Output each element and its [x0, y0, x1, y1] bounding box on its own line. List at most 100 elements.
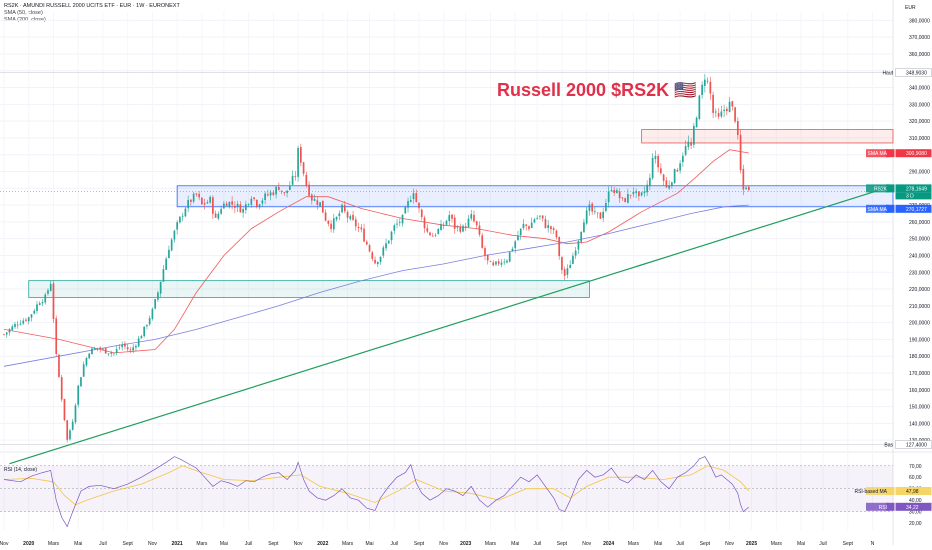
candle-body	[643, 191, 646, 194]
candle-body	[258, 204, 261, 208]
time-tick-label: Mars	[48, 541, 60, 547]
time-tick-label: Nov	[439, 541, 448, 547]
candle-body	[418, 202, 420, 209]
candle-body	[27, 317, 30, 322]
candle-body	[635, 191, 637, 193]
candle-body	[481, 235, 484, 248]
time-tick-label: Nov	[0, 541, 9, 547]
candle-body	[453, 217, 456, 229]
candle-body	[8, 329, 11, 333]
price-tag-value: 278,1649	[906, 186, 927, 192]
rsi-tag-name: RSI	[879, 505, 887, 511]
candles	[3, 74, 750, 443]
tag-name-bg	[886, 149, 895, 158]
candle-body	[275, 186, 277, 195]
candle-body	[728, 101, 731, 113]
candle-body	[646, 184, 648, 193]
candle-body	[256, 199, 258, 207]
candle-body	[566, 268, 569, 275]
sma50-legend[interactable]: SMA (50, close)	[4, 10, 43, 16]
price-tick-label: 320,0000	[909, 119, 930, 125]
sma200-tag-name: SMA MA	[868, 207, 888, 213]
rsi-tick-label: 30,00	[909, 510, 922, 516]
candle-body	[11, 326, 14, 330]
candle-body	[690, 142, 692, 146]
candle-body	[712, 94, 714, 113]
candle-body	[247, 204, 250, 206]
candle-body	[580, 231, 583, 242]
candle-body	[588, 204, 591, 211]
candle-body	[610, 190, 613, 191]
chart-title: RS2K · AMUNDI RUSSELL 2000 UCITS ETF · E…	[4, 3, 180, 9]
time-tick-label: Nov	[582, 541, 591, 547]
candle-body	[22, 320, 25, 324]
price-tick-label: 360,0000	[909, 52, 930, 58]
candle-body	[74, 405, 77, 423]
candle-body	[731, 101, 734, 107]
candle-body	[561, 257, 563, 270]
candle-body	[459, 226, 462, 232]
candle-body	[266, 194, 269, 196]
candle-body	[569, 264, 572, 269]
candle-body	[349, 216, 352, 220]
candle-body	[393, 225, 396, 231]
time-tick-label: 2025	[746, 541, 757, 547]
candle-body	[286, 190, 288, 194]
candle-body	[71, 421, 74, 430]
candle-body	[723, 109, 725, 112]
time-tick-label: Mai	[797, 541, 805, 547]
candle-body	[456, 226, 459, 228]
candle-body	[654, 156, 657, 159]
candle-body	[93, 348, 96, 350]
candle-body	[475, 221, 478, 226]
candle-body	[201, 197, 203, 205]
price-tick-label: 210,0000	[909, 304, 930, 310]
candle-body	[725, 108, 728, 112]
candle-body	[497, 261, 500, 264]
price-tick-label: 170,0000	[909, 371, 930, 377]
candle-body	[124, 343, 126, 347]
candle-body	[431, 235, 434, 237]
candle-body	[714, 111, 717, 113]
candle-body	[132, 347, 135, 351]
candle-body	[214, 213, 217, 218]
candle-body	[668, 185, 670, 189]
candle-body	[676, 169, 679, 172]
price-tick-label: 340,0000	[909, 86, 930, 92]
time-tick-label: 2022	[317, 541, 328, 547]
time-tick-label: Mai	[220, 541, 228, 547]
candle-body	[467, 218, 470, 227]
candle-body	[618, 191, 621, 199]
candle-body	[682, 155, 684, 163]
candle-body	[621, 197, 624, 199]
candle-body	[294, 176, 297, 178]
candle-body	[137, 338, 140, 347]
candle-body	[288, 185, 291, 190]
candle-body	[190, 199, 192, 202]
candle-body	[558, 237, 561, 257]
candle-body	[25, 319, 27, 321]
rsi-ma-tag-name: RSI-based MA	[854, 489, 887, 495]
candle-body	[552, 228, 555, 230]
candle-body	[80, 377, 82, 387]
rsi-tick-label: 20,00	[909, 521, 922, 527]
candle-body	[30, 314, 33, 318]
candle-body	[448, 215, 451, 221]
candle-body	[33, 310, 36, 314]
candle-body	[665, 180, 668, 188]
rsi-legend[interactable]: RSI (14, close)	[4, 467, 37, 473]
candle-body	[451, 214, 453, 219]
candle-body	[220, 208, 222, 214]
candle-body	[736, 121, 739, 136]
candle-body	[154, 299, 157, 309]
candle-body	[223, 203, 225, 209]
candle-body	[572, 255, 574, 264]
candle-body	[14, 323, 16, 328]
time-tick-label: 2023	[460, 541, 471, 547]
candle-body	[404, 207, 407, 214]
price-tick-label: 230,0000	[909, 270, 930, 276]
time-tick-label: Sept	[123, 541, 134, 547]
candle-body	[148, 318, 151, 325]
